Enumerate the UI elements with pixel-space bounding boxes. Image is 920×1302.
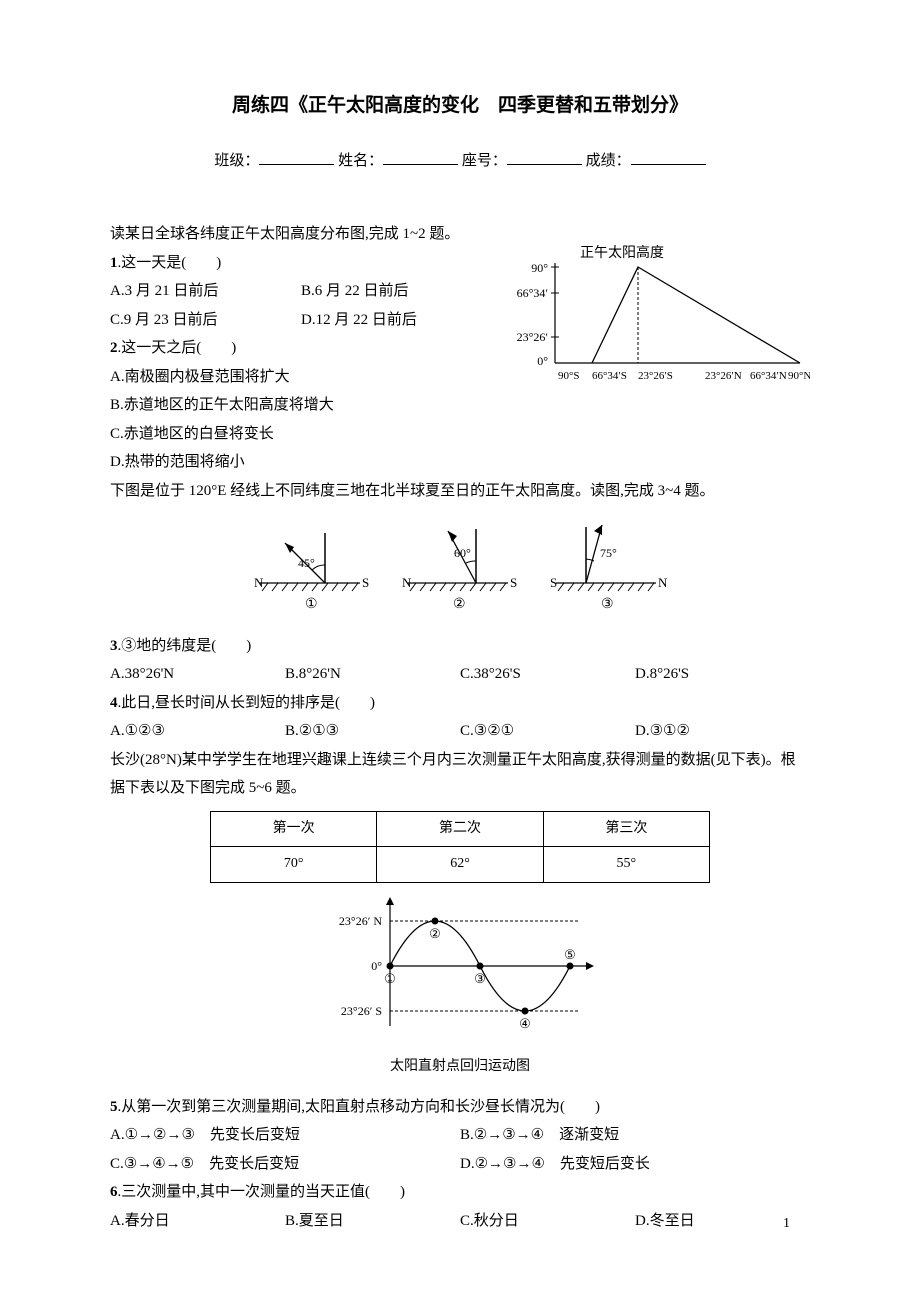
svg-text:90°S: 90°S	[558, 370, 580, 382]
q5-opt-b: B.②→③→④ 逐渐变短	[460, 1121, 810, 1150]
q2-opt-d: D.热带的范围将缩小	[110, 448, 492, 477]
q3-opt-c: C.38°26'S	[460, 660, 635, 689]
q2-opt-c: C.赤道地区的白昼将变长	[110, 420, 492, 449]
q3-opt-b: B.8°26'N	[285, 660, 460, 689]
class-blank[interactable]	[259, 147, 334, 165]
chart-three-poles: 45° N S ① 60° N S ②	[110, 513, 810, 624]
svg-text:正午太阳高度: 正午太阳高度	[580, 245, 664, 261]
svg-text:③: ③	[474, 971, 486, 986]
svg-text:⑤: ⑤	[564, 947, 576, 962]
table-header: 第三次	[543, 811, 709, 847]
svg-text:66°34′N: 66°34′N	[750, 370, 787, 382]
table-cell: 70°	[211, 847, 377, 883]
measurement-table: 第一次 第二次 第三次 70° 62° 55°	[210, 811, 710, 883]
q6-opt-c: C.秋分日	[460, 1207, 635, 1236]
svg-text:0°: 0°	[537, 354, 548, 368]
score-label: 成绩：	[586, 153, 631, 169]
table-cell: 62°	[377, 847, 543, 883]
score-blank[interactable]	[631, 147, 706, 165]
svg-text:75°: 75°	[600, 546, 617, 560]
svg-text:③: ③	[601, 597, 614, 612]
svg-text:66°34′S: 66°34′S	[592, 370, 627, 382]
page-number: 1	[783, 1216, 790, 1232]
q2-stem: 2.这一天之后( )	[110, 334, 492, 363]
svg-text:90°N: 90°N	[788, 370, 810, 382]
q1-opt-b: B.6 月 22 日前后	[301, 277, 492, 306]
q4-opt-b: B.②①③	[285, 717, 460, 746]
chart3-caption: 太阳直射点回归运动图	[110, 1054, 810, 1081]
student-form-line: 班级： 姓名： 座号： 成绩：	[110, 147, 810, 170]
seat-label: 座号：	[462, 153, 507, 169]
chart-subsolar-motion: 23°26′ N 0° 23°26′ S ① ② ③ ④ ⑤	[110, 891, 810, 1047]
q1-opt-d: D.12 月 22 日前后	[301, 306, 492, 335]
svg-text:90°: 90°	[531, 261, 548, 275]
q6-opt-b: B.夏至日	[285, 1207, 460, 1236]
q5-opt-a: A.①→②→③ 先变长后变短	[110, 1121, 460, 1150]
svg-text:②: ②	[429, 926, 441, 941]
svg-text:45°: 45°	[298, 556, 315, 570]
table-header: 第一次	[211, 811, 377, 847]
svg-text:23°26′ S: 23°26′ S	[341, 1004, 382, 1018]
q3-opt-d: D.8°26'S	[635, 660, 810, 689]
name-label: 姓名：	[338, 153, 383, 169]
svg-text:②: ②	[453, 597, 466, 612]
svg-text:66°34′: 66°34′	[517, 286, 549, 300]
intro-3: 长沙(28°N)某中学学生在地理兴趣课上连续三个月内三次测量正午太阳高度,获得测…	[110, 746, 810, 803]
svg-text:0°: 0°	[371, 959, 382, 973]
q1-opt-c: C.9 月 23 日前后	[110, 306, 301, 335]
svg-text:N: N	[254, 575, 264, 590]
svg-text:23°26′N: 23°26′N	[705, 370, 742, 382]
q2-opt-a: A.南极圈内极昼范围将扩大	[110, 363, 492, 392]
table-header: 第二次	[377, 811, 543, 847]
name-blank[interactable]	[383, 147, 458, 165]
class-label: 班级：	[214, 153, 259, 169]
svg-text:①: ①	[305, 597, 318, 612]
q1-stem: 1.这一天是( )	[110, 249, 492, 278]
page-title: 周练四《正午太阳高度的变化 四季更替和五带划分》	[110, 90, 810, 117]
svg-text:④: ④	[519, 1016, 531, 1031]
svg-text:23°26′: 23°26′	[517, 330, 549, 344]
q3-opt-a: A.38°26'N	[110, 660, 285, 689]
q5-stem: 5.从第一次到第三次测量期间,太阳直射点移动方向和长沙昼长情况为( )	[110, 1093, 810, 1122]
svg-text:N: N	[658, 575, 668, 590]
q4-opt-c: C.③②①	[460, 717, 635, 746]
svg-text:S: S	[510, 575, 517, 590]
table-cell: 55°	[543, 847, 709, 883]
q6-stem: 6.三次测量中,其中一次测量的当天正值( )	[110, 1178, 810, 1207]
q6-opt-a: A.春分日	[110, 1207, 285, 1236]
svg-text:60°: 60°	[454, 546, 471, 560]
svg-text:S: S	[550, 575, 557, 590]
chart-solar-altitude: 正午太阳高度 90° 66°34′ 23°26′ 0° 90°S 66°34′S…	[500, 245, 810, 411]
svg-text:N: N	[402, 575, 412, 590]
q3-stem: 3.③地的纬度是( )	[110, 632, 810, 661]
svg-text:S: S	[362, 575, 369, 590]
q5-opt-d: D.②→③→④ 先变短后变长	[460, 1150, 810, 1179]
svg-text:23°26′S: 23°26′S	[638, 370, 673, 382]
svg-text:23°26′ N: 23°26′ N	[339, 914, 382, 928]
q5-opt-c: C.③→④→⑤ 先变长后变短	[110, 1150, 460, 1179]
q4-opt-d: D.③①②	[635, 717, 810, 746]
q4-opt-a: A.①②③	[110, 717, 285, 746]
q4-stem: 4.此日,昼长时间从长到短的排序是( )	[110, 689, 810, 718]
seat-blank[interactable]	[507, 147, 582, 165]
q2-opt-b: B.赤道地区的正午太阳高度将增大	[110, 391, 492, 420]
svg-text:①: ①	[384, 971, 396, 986]
intro-2: 下图是位于 120°E 经线上不同纬度三地在北半球夏至日的正午太阳高度。读图,完…	[110, 477, 810, 506]
q1-opt-a: A.3 月 21 日前后	[110, 277, 301, 306]
